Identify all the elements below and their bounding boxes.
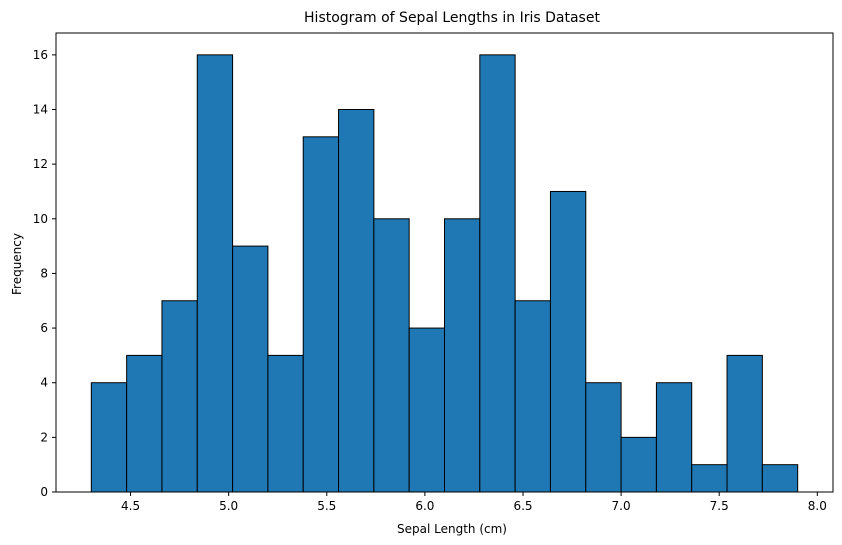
- x-tick-label: 5.5: [317, 499, 336, 513]
- histogram-bar: [444, 218, 481, 493]
- histogram-bar: [691, 464, 728, 493]
- histogram-bar: [479, 54, 516, 493]
- bars-group: [90, 54, 799, 493]
- x-tick-label: 7.0: [612, 499, 631, 513]
- x-tick-label: 6.5: [513, 499, 532, 513]
- y-ticks-group: 0 2 4 6 8 10 12 14 16: [33, 48, 56, 499]
- histogram-bar: [514, 300, 551, 493]
- chart-title: Histogram of Sepal Lengths in Iris Datas…: [304, 10, 600, 26]
- histogram-bar: [338, 109, 375, 493]
- histogram-bar: [126, 354, 163, 493]
- x-tick-label: 4.5: [121, 499, 140, 513]
- histogram-bar: [549, 190, 587, 493]
- y-axis-label: Frequency: [10, 233, 24, 295]
- histogram-bar: [232, 245, 269, 493]
- x-tick-label: 5.0: [219, 499, 238, 513]
- plot-frame: [55, 32, 834, 493]
- y-tick-label: 16: [33, 48, 48, 62]
- y-tick-label: 6: [40, 321, 48, 335]
- y-tick-label: 4: [40, 376, 48, 390]
- histogram-bar: [408, 327, 446, 493]
- x-tick-label: 8.0: [808, 499, 827, 513]
- histogram-bar: [302, 136, 340, 493]
- y-tick-label: 0: [40, 485, 48, 499]
- histogram-bar: [196, 54, 234, 493]
- histogram-bar: [585, 382, 622, 493]
- y-tick-label: 14: [33, 103, 48, 117]
- y-tick-label: 10: [33, 212, 48, 226]
- y-tick-label: 8: [40, 266, 48, 280]
- histogram-bar: [267, 354, 304, 493]
- y-tick-label: 12: [33, 157, 48, 171]
- x-tick-label: 7.5: [710, 499, 729, 513]
- histogram-bar: [655, 382, 693, 493]
- x-axis-label: Sepal Length (cm): [397, 522, 507, 536]
- histogram-bar: [90, 382, 128, 493]
- histogram-bar: [373, 218, 410, 493]
- x-ticks-group: 4.5 5.0 5.5 6.0 6.5 7.0 7.5 8.0: [121, 492, 827, 513]
- histogram-bar: [726, 354, 763, 493]
- histogram-bar: [620, 436, 657, 493]
- histogram-bar: [161, 300, 198, 493]
- x-tick-label: 6.0: [415, 499, 434, 513]
- y-tick-label: 2: [40, 430, 48, 444]
- histogram-bar: [761, 464, 799, 493]
